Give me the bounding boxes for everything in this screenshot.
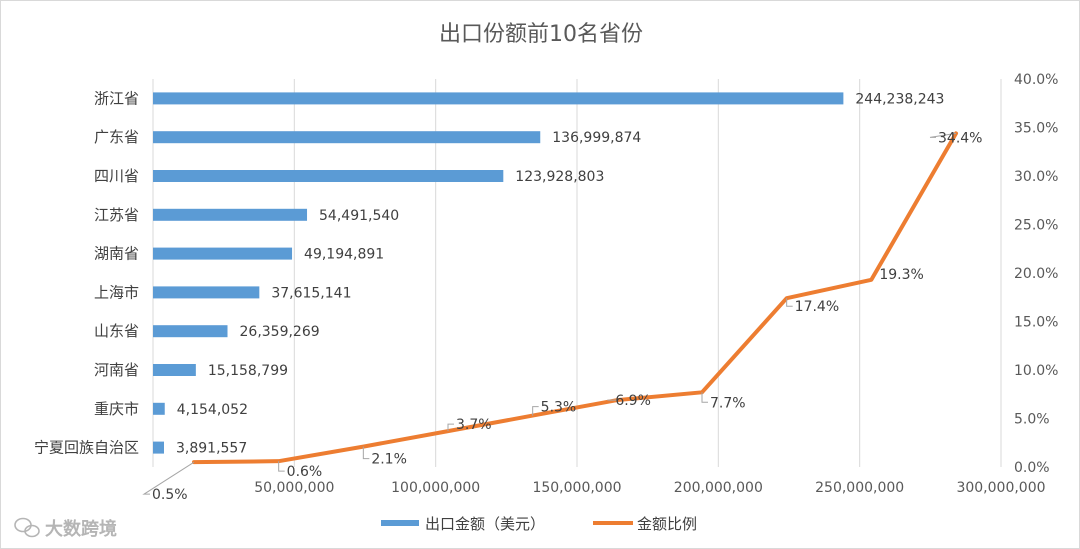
bar-data-label: 37,615,141 — [271, 285, 351, 301]
line-label-leader — [929, 132, 957, 138]
watermark: 大数跨境 — [14, 517, 117, 540]
y2-tick-label: 5.0% — [1014, 412, 1050, 428]
y2-tick-label: 25.0% — [1014, 218, 1058, 234]
legend-label-amount-ratio: 金额比例 — [637, 515, 697, 533]
bar-data-label: 26,359,269 — [240, 324, 320, 340]
chart-title: 出口份额前10名省份 — [439, 22, 643, 47]
x-tick-label: 150,000,000 — [532, 480, 621, 496]
y2-tick-label: 30.0% — [1014, 169, 1058, 185]
bar — [153, 92, 844, 105]
watermark-text: 大数跨境 — [45, 518, 117, 540]
bar — [153, 286, 260, 299]
line-label-leader — [786, 298, 793, 307]
line-data-label: 2.1% — [371, 452, 407, 468]
bar-data-label: 49,194,891 — [304, 247, 384, 263]
line-label-leader — [142, 461, 195, 495]
legend-label-export-amount: 出口金额（美元） — [425, 515, 545, 533]
y2-tick-label: 20.0% — [1014, 266, 1058, 282]
line-data-label: 0.6% — [287, 464, 323, 480]
category-label: 广东省 — [94, 128, 139, 146]
bar — [153, 131, 541, 144]
category-label: 河南省 — [94, 361, 139, 379]
wechat-icon — [14, 517, 40, 538]
bar-data-label: 3,891,557 — [176, 441, 247, 457]
line-data-label: 3.7% — [456, 417, 492, 433]
x-tick-label: 300,000,000 — [956, 480, 1045, 496]
y2-tick-label: 10.0% — [1014, 363, 1058, 379]
line-label-leader — [278, 461, 285, 472]
x-tick-label: 100,000,000 — [391, 480, 480, 496]
category-label: 湖南省 — [94, 245, 139, 263]
category-label: 上海市 — [94, 283, 139, 301]
category-label: 宁夏回族自治区 — [34, 439, 139, 457]
category-label: 浙江省 — [94, 89, 139, 107]
category-label: 山东省 — [94, 322, 139, 340]
y2-tick-label: 35.0% — [1014, 121, 1058, 137]
y2-tick-label: 40.0% — [1014, 72, 1058, 88]
line-data-label: 34.4% — [938, 130, 982, 146]
bar — [153, 364, 196, 376]
x-tick-label: 200,000,000 — [674, 480, 763, 496]
line-data-label: 5.3% — [541, 400, 577, 416]
line-data-label: 7.7% — [710, 395, 746, 411]
bar-data-label: 136,999,874 — [552, 130, 641, 146]
bar-data-label: 123,928,803 — [515, 169, 604, 185]
line-label-leader — [447, 423, 454, 432]
line-label-leader — [701, 392, 708, 403]
bar — [153, 170, 504, 182]
line-label-leader — [362, 446, 370, 460]
bar — [153, 402, 165, 415]
category-label: 重庆市 — [94, 400, 139, 418]
x-tick-label: 250,000,000 — [815, 480, 904, 496]
line-data-label: 6.9% — [615, 393, 651, 409]
bar-data-label: 54,491,540 — [319, 208, 399, 224]
line-data-label: 19.3% — [879, 267, 923, 283]
bar-data-label: 4,154,052 — [177, 402, 248, 418]
bar — [153, 325, 228, 338]
ratio-line — [192, 131, 958, 465]
y2-tick-label: 0.0% — [1014, 460, 1050, 476]
bar-data-label: 15,158,799 — [208, 363, 288, 379]
category-label: 四川省 — [94, 167, 139, 185]
y2-tick-label: 15.0% — [1014, 315, 1058, 331]
line-label-leader — [532, 406, 539, 416]
line-data-label: 17.4% — [795, 299, 839, 315]
bar — [153, 441, 165, 454]
bar-data-label: 244,238,243 — [855, 91, 944, 107]
line-data-label: 0.5% — [152, 487, 188, 503]
bar — [153, 208, 308, 221]
x-tick-label: 50,000,000 — [254, 480, 334, 496]
bar — [153, 247, 293, 260]
category-label: 江苏省 — [94, 206, 139, 224]
